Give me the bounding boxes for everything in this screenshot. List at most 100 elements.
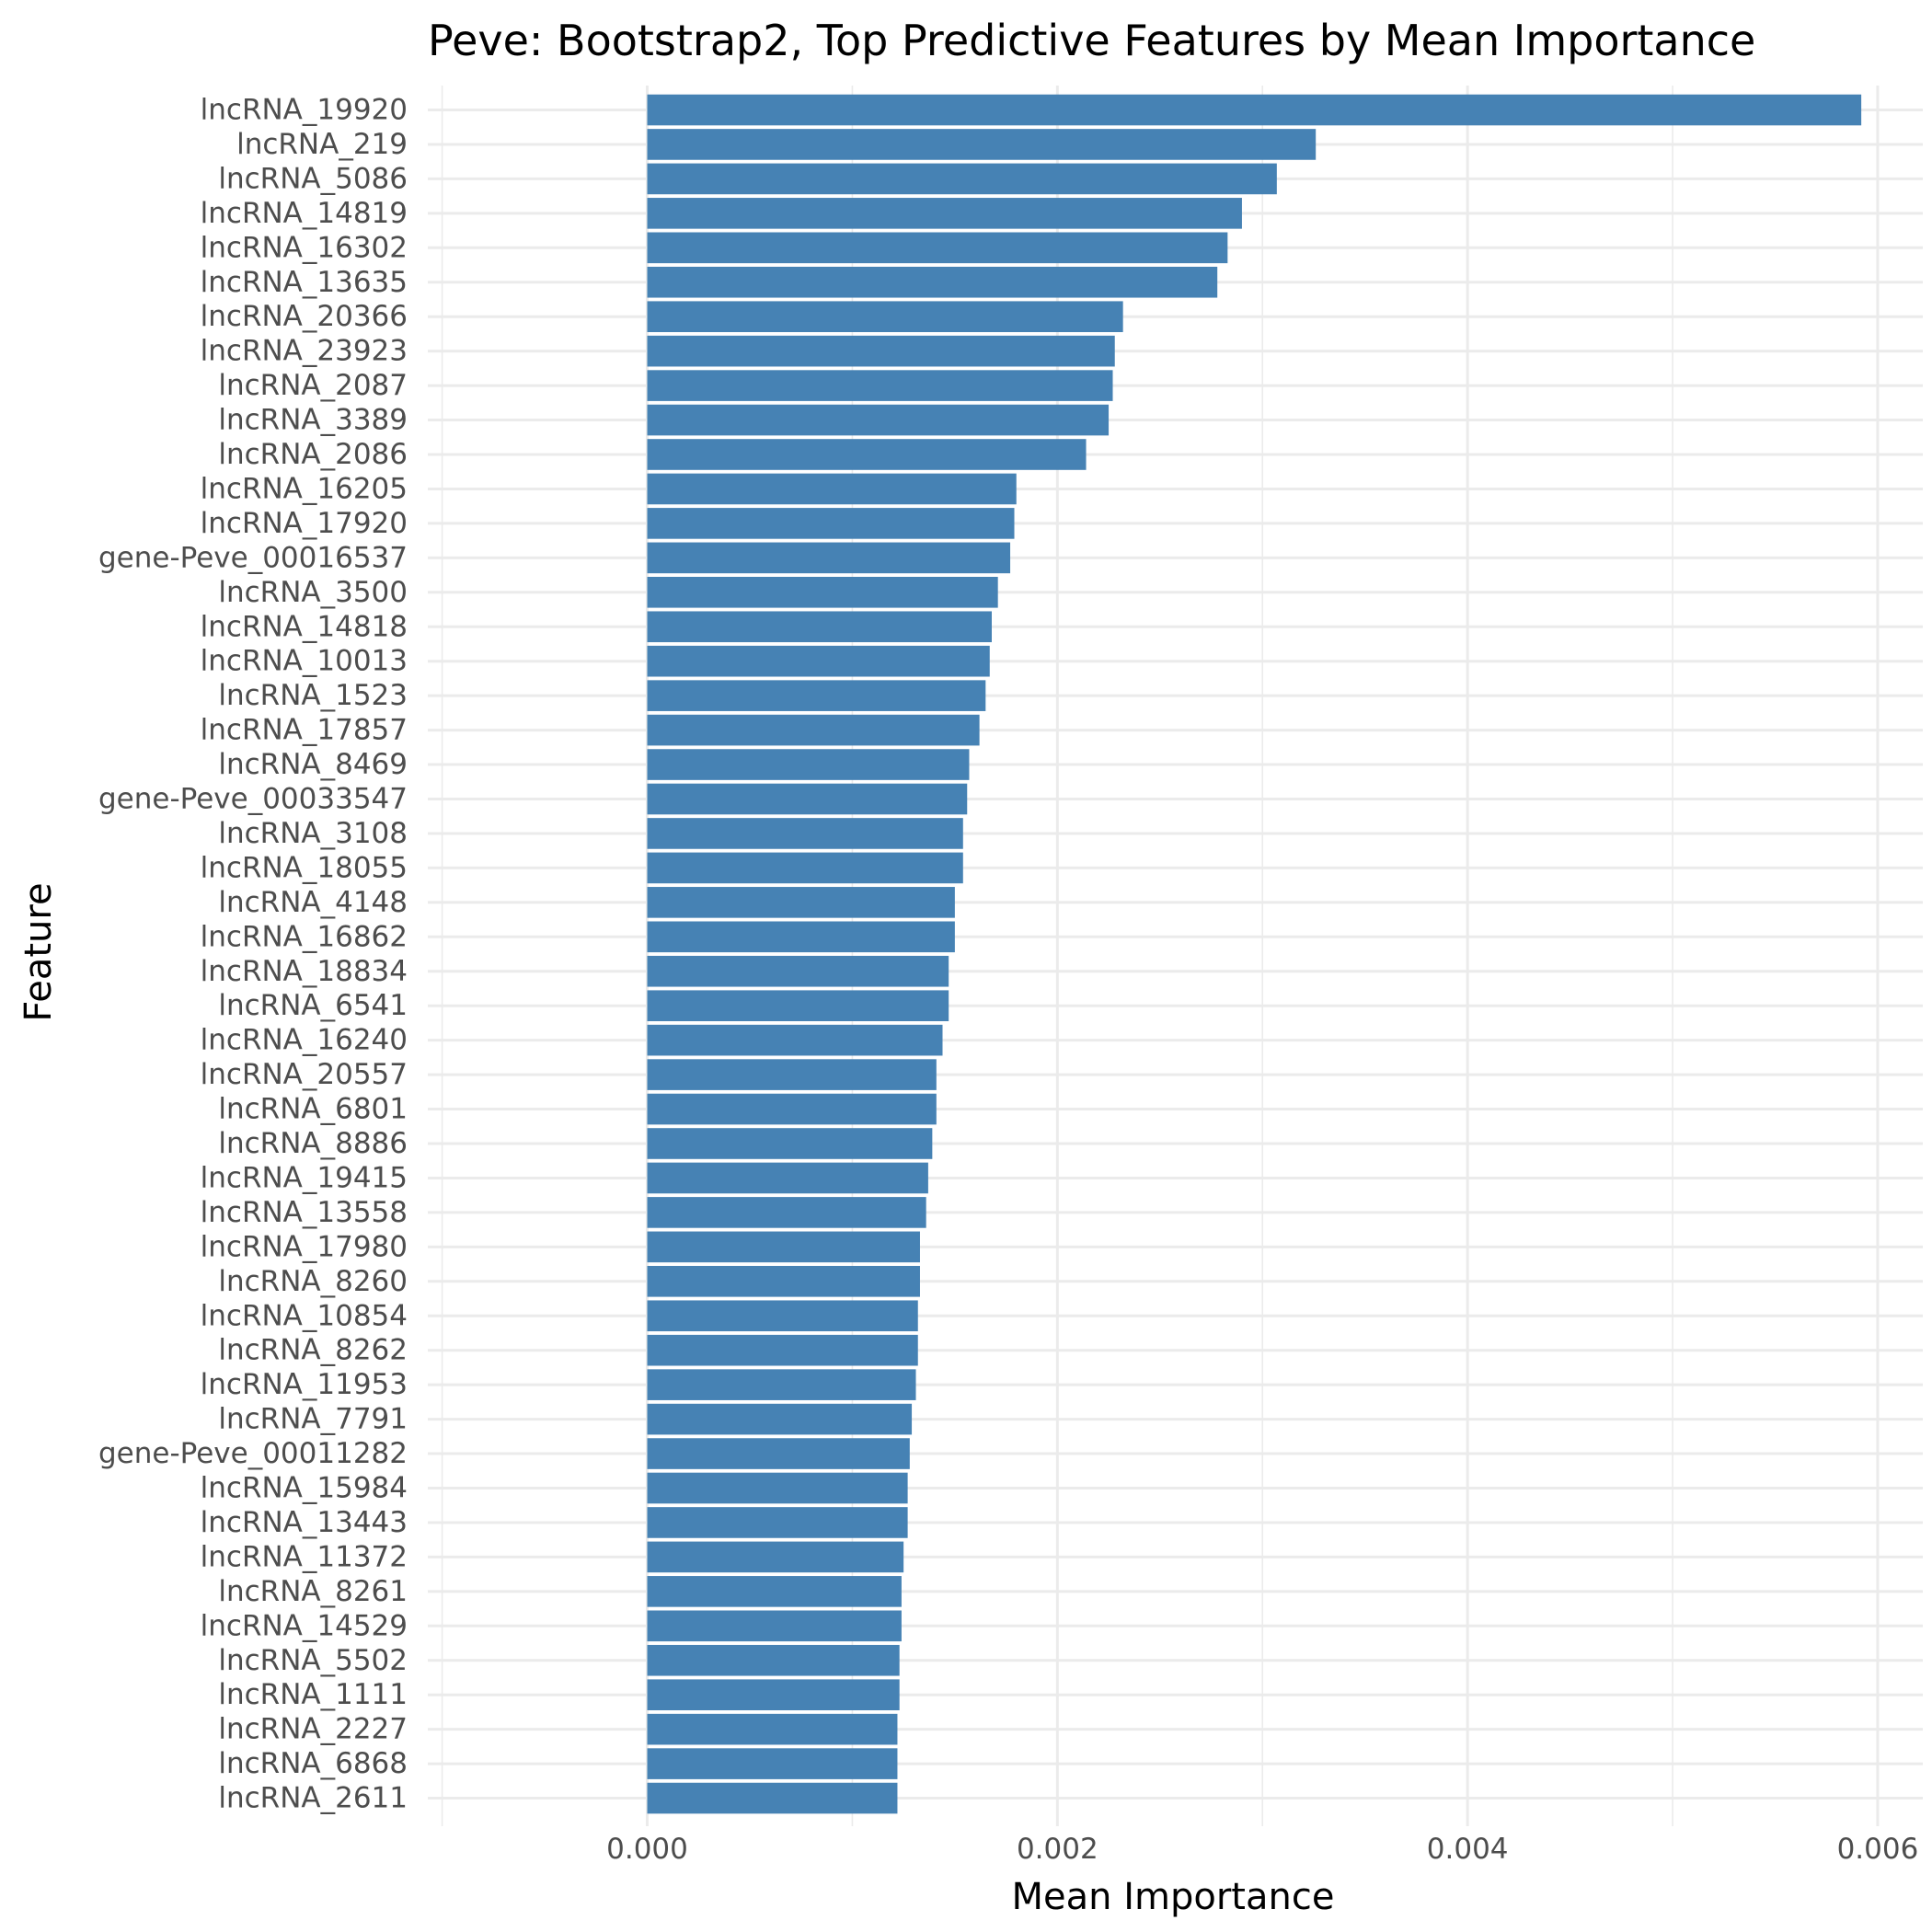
bar: [647, 1438, 910, 1469]
y-tick-label: lncRNA_5086: [218, 162, 408, 195]
y-tick-label: lncRNA_17857: [201, 714, 408, 747]
bar: [647, 955, 949, 987]
y-tick-label: lncRNA_18055: [201, 851, 408, 884]
y-tick-label: lncRNA_13635: [201, 266, 408, 299]
y-tick-label: lncRNA_4148: [218, 886, 408, 919]
y-tick-label: lncRNA_16302: [201, 231, 408, 264]
bar: [647, 645, 990, 677]
bar: [647, 198, 1242, 229]
y-tick-label: gene-Peve_00011282: [98, 1437, 408, 1470]
y-tick-label: lncRNA_8469: [218, 748, 408, 781]
bar: [647, 1334, 918, 1366]
bar: [647, 1782, 898, 1814]
bar: [647, 94, 1862, 126]
y-tick-label: lncRNA_2086: [218, 438, 408, 471]
bar: [647, 818, 963, 849]
y-tick-label: lncRNA_1523: [218, 679, 408, 712]
y-tick-label: lncRNA_11372: [201, 1540, 408, 1573]
bar: [647, 1369, 916, 1400]
bar: [647, 1472, 908, 1504]
y-tick-label: lncRNA_8260: [218, 1265, 408, 1298]
y-tick-label: lncRNA_10013: [201, 645, 408, 678]
y-tick-label: lncRNA_6868: [218, 1747, 408, 1780]
bar: [647, 1713, 898, 1745]
bar: [647, 714, 980, 746]
y-tick-label: lncRNA_3108: [218, 817, 408, 850]
y-tick-label: lncRNA_23923: [201, 335, 408, 368]
bar: [647, 1541, 904, 1573]
bar: [647, 921, 955, 953]
x-axis-title: Mean Importance: [1012, 1876, 1335, 1918]
bar: [647, 473, 1017, 505]
y-tick-label: lncRNA_3389: [218, 404, 408, 437]
y-tick-label: lncRNA_14529: [201, 1609, 408, 1642]
bar: [647, 1679, 900, 1710]
x-tick-label: 0.006: [1837, 1833, 1919, 1866]
y-tick-label: lncRNA_20557: [201, 1058, 408, 1091]
bar: [647, 266, 1218, 298]
y-tick-label: lncRNA_14818: [201, 610, 408, 643]
bar: [647, 232, 1228, 264]
bar: [647, 1403, 913, 1435]
bar: [647, 990, 949, 1021]
bar: [647, 508, 1015, 539]
bar: [647, 783, 968, 815]
y-tick-label: lncRNA_16862: [201, 920, 408, 953]
bar: [647, 1128, 933, 1159]
x-axis-tick-labels: 0.000 0.002 0.004 0.006: [606, 1833, 1918, 1866]
bar: [647, 1748, 898, 1779]
y-tick-label: lncRNA_17920: [201, 507, 408, 540]
bar: [647, 1644, 900, 1676]
y-tick-label: lncRNA_10854: [201, 1299, 408, 1332]
bar: [647, 1576, 902, 1607]
y-tick-label: lncRNA_5502: [218, 1644, 408, 1677]
y-axis-title: Feature: [17, 882, 60, 1021]
y-tick-label: lncRNA_16240: [201, 1024, 408, 1057]
y-tick-label: lncRNA_8886: [218, 1127, 408, 1160]
bar: [647, 404, 1110, 436]
y-tick-label: lncRNA_18834: [201, 955, 408, 988]
bar: [647, 370, 1113, 401]
bar: [647, 852, 963, 884]
bar: [647, 335, 1115, 367]
y-tick-label: lncRNA_11953: [201, 1368, 408, 1401]
y-tick-label: lncRNA_15984: [201, 1472, 408, 1505]
bar: [647, 163, 1277, 195]
y-axis-tick-labels: lncRNA_19920lncRNA_219lncRNA_5086lncRNA_…: [98, 94, 408, 1815]
bar: [647, 129, 1317, 160]
y-tick-label: lncRNA_8262: [218, 1334, 408, 1367]
bar: [647, 1266, 920, 1297]
y-tick-label: lncRNA_13558: [201, 1196, 408, 1229]
y-tick-label: lncRNA_17980: [201, 1230, 408, 1263]
y-tick-label: lncRNA_6801: [218, 1093, 408, 1126]
y-tick-label: lncRNA_2611: [218, 1782, 408, 1815]
bar: [647, 1162, 928, 1194]
x-tick-label: 0.000: [606, 1833, 688, 1866]
y-tick-label: lncRNA_7791: [218, 1403, 408, 1436]
bar: [647, 439, 1087, 470]
y-tick-label: lncRNA_16205: [201, 472, 408, 505]
bar: [647, 577, 998, 608]
bar: [647, 1610, 902, 1642]
y-tick-label: lncRNA_19415: [201, 1161, 408, 1194]
bar: [647, 611, 992, 643]
bar-series: [647, 94, 1862, 1814]
bar: [647, 1093, 937, 1125]
bar: [647, 542, 1011, 574]
bar: [647, 1507, 908, 1538]
x-tick-label: 0.004: [1427, 1833, 1509, 1866]
y-tick-label: lncRNA_20366: [201, 300, 408, 333]
bar: [647, 301, 1123, 332]
bar: [647, 1231, 920, 1263]
bar: [647, 749, 970, 780]
y-tick-label: lncRNA_13443: [201, 1506, 408, 1539]
y-tick-label: lncRNA_3500: [218, 576, 408, 609]
bar: [647, 1059, 937, 1090]
chart-title: Peve: Bootstrap2, Top Predictive Feature…: [428, 16, 1755, 65]
y-tick-label: lncRNA_8261: [218, 1575, 408, 1608]
y-tick-label: lncRNA_6541: [218, 989, 408, 1022]
bar: [647, 680, 986, 711]
bar: [647, 887, 955, 918]
y-tick-label: lncRNA_1111: [218, 1678, 408, 1711]
